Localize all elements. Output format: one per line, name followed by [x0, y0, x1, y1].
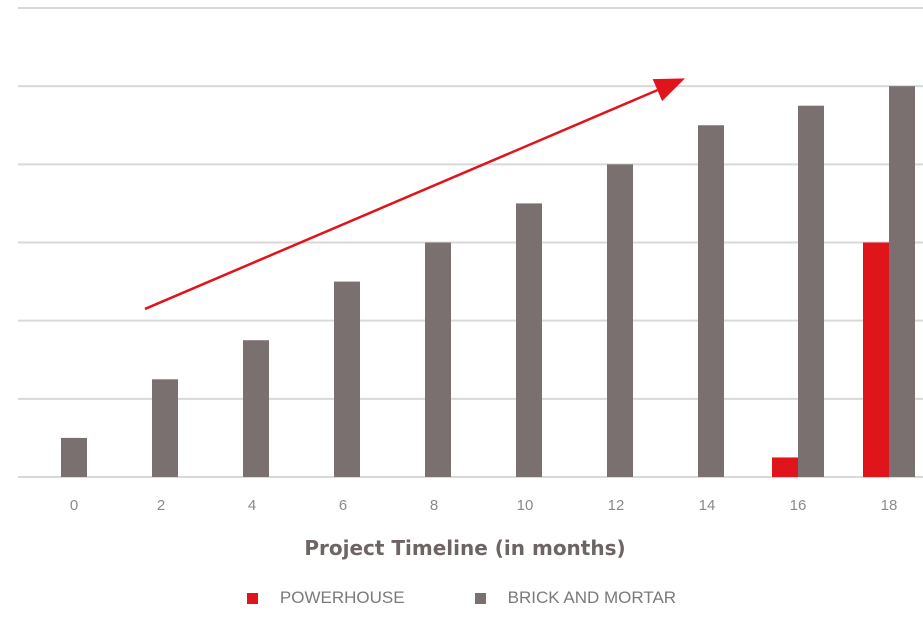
x-tick-label: 4	[248, 497, 256, 514]
x-tick-label: 8	[430, 497, 438, 514]
bar-powerhouse-16	[772, 457, 798, 477]
x-tick-label: 2	[157, 497, 165, 514]
x-axis-label: Project Timeline (in months)	[304, 536, 625, 560]
legend-swatch-powerhouse	[246, 592, 258, 604]
x-tick-label: 16	[790, 497, 807, 514]
legend-item-brick-and-mortar: BRICK AND MORTAR	[474, 588, 677, 608]
bar-brick-and-mortar-6	[334, 281, 360, 477]
legend-label-powerhouse: POWERHOUSE	[279, 588, 405, 607]
bar-brick-and-mortar-12	[607, 164, 633, 478]
legend-swatch-brick-and-mortar	[474, 592, 486, 604]
x-tick-label: 18	[881, 497, 898, 514]
legend: POWERHOUSE BRICK AND MORTAR	[0, 588, 923, 608]
bar-brick-and-mortar-16	[798, 105, 824, 477]
bar-brick-and-mortar-18	[889, 86, 915, 478]
bar-brick-and-mortar-0	[61, 437, 87, 477]
trend-arrow-line	[144, 88, 658, 311]
bar-brick-and-mortar-4	[243, 340, 269, 477]
annotations	[144, 78, 685, 311]
legend-label-brick-and-mortar: BRICK AND MORTAR	[507, 588, 677, 607]
legend-item-powerhouse: POWERHOUSE	[246, 588, 405, 608]
bar-powerhouse-18	[863, 242, 889, 477]
x-tick-label: 0	[70, 497, 78, 514]
x-tick-label: 12	[608, 497, 625, 514]
x-tick-labels: 0 2 4 6 8 10 12 14 16 18	[70, 497, 898, 514]
x-tick-label: 10	[517, 497, 534, 514]
bar-chart: 0 2 4 6 8 10 12 14 16 18 Project Timeline (in mon…	[18, 7, 923, 560]
bar-brick-and-mortar-2	[152, 379, 178, 477]
x-tick-label: 6	[339, 497, 347, 514]
bars	[61, 86, 915, 478]
trend-arrow-head	[652, 78, 685, 102]
bar-brick-and-mortar-10	[516, 203, 542, 477]
bar-brick-and-mortar-14	[698, 125, 724, 477]
x-tick-label: 14	[699, 497, 716, 514]
bar-brick-and-mortar-8	[425, 242, 451, 477]
